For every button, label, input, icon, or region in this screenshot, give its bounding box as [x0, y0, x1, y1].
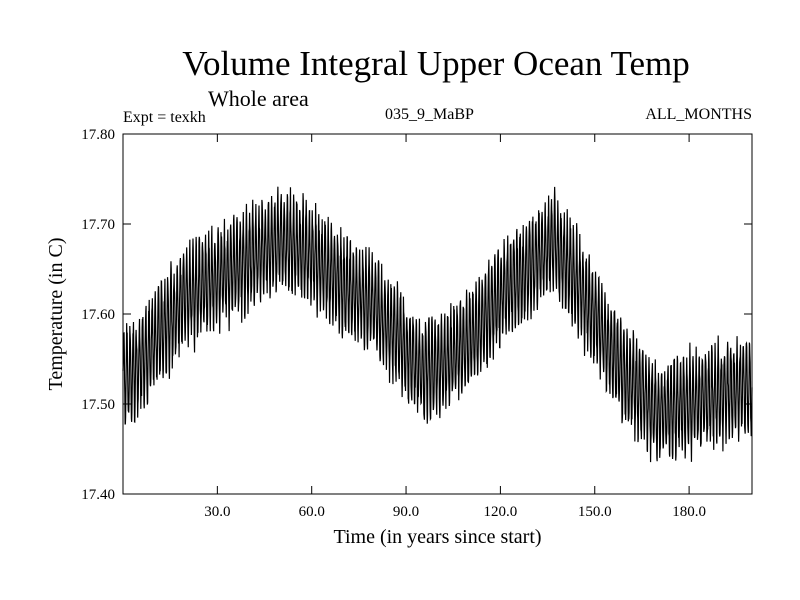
series-layer [122, 186, 753, 463]
x-tick-label: 60.0 [299, 504, 325, 520]
x-tick-label: 180.0 [672, 504, 706, 520]
series-line [122, 186, 753, 463]
axis-layer: 30.0 60.0 90.0 120.0 150.0 180.0 17.40 17.50 17.… [81, 127, 752, 520]
y-tick-label: 17.50 [81, 397, 115, 413]
y-tick-label: 17.80 [81, 127, 115, 143]
y-tick-label: 17.60 [81, 307, 115, 323]
x-tick-label: 30.0 [204, 504, 230, 520]
run-label: 035_9_MaBP [385, 106, 474, 123]
x-tick-label: 150.0 [578, 504, 612, 520]
x-tick-label: 120.0 [484, 504, 518, 520]
y-axis-label: Temperature (in C) [45, 238, 67, 391]
y-tick-label: 17.40 [81, 487, 115, 503]
months-label: ALL_MONTHS [645, 106, 752, 123]
chart-title: Volume Integral Upper Ocean Temp [182, 44, 690, 83]
experiment-label: Expt = texkh [123, 109, 206, 126]
chart-subtitle: Whole area [208, 86, 309, 111]
x-tick-label: 90.0 [393, 504, 419, 520]
x-axis-label: Time (in years since start) [333, 526, 541, 548]
y-tick-label: 17.70 [81, 217, 115, 233]
